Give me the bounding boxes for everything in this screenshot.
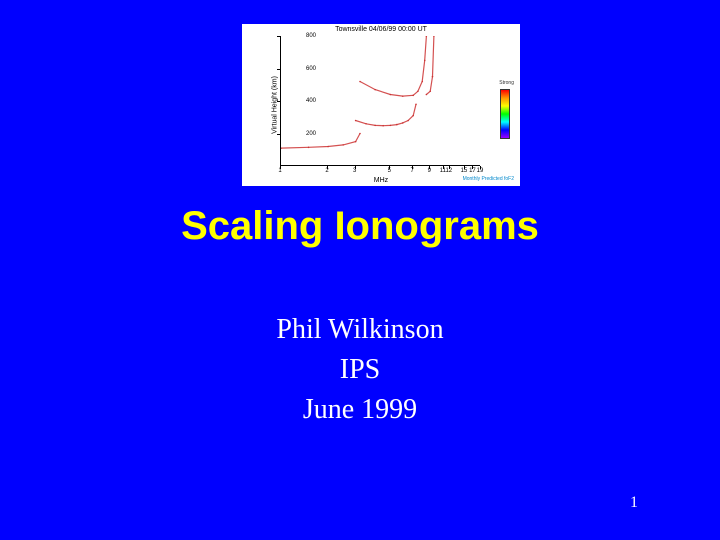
ytick-label: 600 [306,66,316,72]
ytick-label: 200 [306,131,316,137]
slide-title: Scaling Ionograms [0,204,720,249]
page-number: 1 [630,494,638,512]
ytick-label: 400 [306,98,316,104]
colorbar [500,89,510,139]
chart-ylabel: Virtual Height (km) [271,76,278,134]
date: June 1999 [0,394,720,426]
chart-title: Townsville 04/06/99 00:00 UT [242,26,520,33]
chart-footer: Monthly Predicted foF2 [463,176,514,182]
author-name: Phil Wilkinson [0,314,720,346]
organization: IPS [0,354,720,386]
ionogram-chart: Townsville 04/06/99 00:00 UT Virtual Hei… [242,24,520,186]
colorbar-label: Strong [499,80,514,86]
ytick-label: 800 [306,33,316,39]
